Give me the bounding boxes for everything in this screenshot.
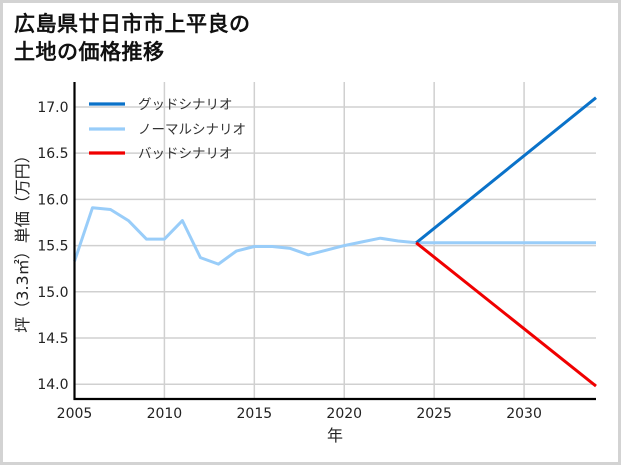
series-line-1 xyxy=(73,206,596,266)
y-tick-label: 15.5 xyxy=(37,239,68,255)
x-tick-label: 2005 xyxy=(57,406,93,422)
x-tick-label: 2010 xyxy=(147,406,183,422)
series-line-0 xyxy=(415,96,597,244)
y-axis-label: 坪（3.3㎡）単価（万円） xyxy=(13,147,32,332)
y-tick-label: 16.0 xyxy=(37,192,68,208)
x-tick-label: 2020 xyxy=(326,406,362,422)
legend-label: バッドシナリオ xyxy=(138,146,233,162)
legend-label: ノーマルシナリオ xyxy=(138,122,246,138)
x-tick-label: 2015 xyxy=(237,406,273,422)
x-axis-label: 年 xyxy=(327,426,343,445)
chart-title: 広島県廿日市市上平良の 土地の価格推移 xyxy=(14,12,251,64)
legend-item-1: ノーマルシナリオ xyxy=(89,122,246,138)
y-tick-label: 17.0 xyxy=(37,100,68,116)
x-tick-label: 2030 xyxy=(506,406,542,422)
tick-labels: 2005 2010 2015 2020 2025 2030 14.0 14.5 15.0 15.5… xyxy=(37,100,542,422)
axes xyxy=(73,82,596,401)
x-tick-label: 2025 xyxy=(416,406,452,422)
y-tick-label: 15.0 xyxy=(37,285,68,301)
y-tick-label: 14.0 xyxy=(37,377,68,393)
legend-item-2: バッドシナリオ xyxy=(89,146,233,162)
series-line-2 xyxy=(415,241,597,388)
data-series xyxy=(73,96,597,388)
legend-item-0: グッドシナリオ xyxy=(89,97,233,113)
y-tick-label: 16.5 xyxy=(37,146,68,162)
legend-label: グッドシナリオ xyxy=(138,97,233,113)
y-tick-label: 14.5 xyxy=(37,331,68,347)
